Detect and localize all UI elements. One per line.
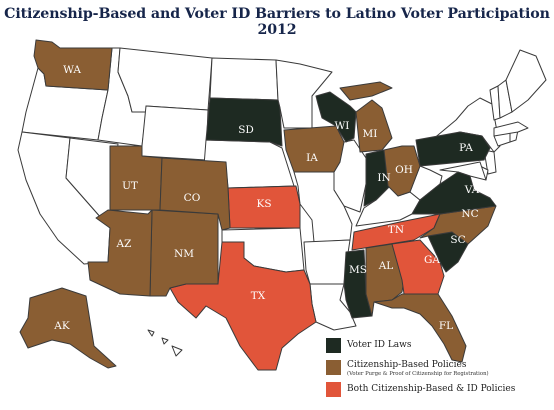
legend-label-voter-id: Voter ID Laws <box>347 340 412 350</box>
state-hi <box>147 329 183 357</box>
state-label-ia: IA <box>306 152 318 164</box>
state-label-sd: SD <box>238 124 254 136</box>
state-ms <box>343 249 373 319</box>
state-label-fl: FL <box>439 320 453 332</box>
state-nj <box>483 149 497 175</box>
state-nm <box>149 209 219 297</box>
legend-swatch-citizenship <box>326 360 341 375</box>
legend-label-both: Both Citizenship-Based & ID Policies <box>347 384 516 394</box>
state-label-nm: NM <box>174 248 194 260</box>
state-label-tx: TX <box>251 290 266 302</box>
map-title: Citizenship-Based and Voter ID Barriers … <box>4 6 550 38</box>
state-ar <box>303 239 351 285</box>
state-me <box>505 49 547 113</box>
legend-swatch-both <box>326 382 341 397</box>
state-ak <box>19 287 117 369</box>
state-label-co: CO <box>184 192 201 204</box>
state-ma <box>493 121 529 137</box>
state-mt <box>117 47 213 113</box>
state-nc <box>419 205 497 245</box>
state-mi <box>339 81 393 153</box>
state-label-pa: PA <box>459 142 473 154</box>
state-label-sc: SC <box>450 234 465 246</box>
state-label-wa: WA <box>63 64 81 76</box>
state-label-wi: WI <box>335 120 350 132</box>
state-label-oh: OH <box>395 164 413 176</box>
state-va <box>411 171 497 215</box>
state-wa <box>33 39 113 91</box>
state-co <box>159 157 231 231</box>
state-wi <box>315 91 357 143</box>
state-wy <box>141 105 209 161</box>
state-label-ks: KS <box>256 198 271 210</box>
state-label-az: AZ <box>116 238 132 250</box>
state-label-in: IN <box>377 172 390 184</box>
state-label-mi: MI <box>363 128 378 140</box>
state-pa <box>415 131 491 167</box>
state-ia <box>283 125 345 173</box>
state-label-nc: NC <box>461 208 478 220</box>
legend-swatch-voter-id <box>326 338 341 353</box>
state-label-ms: MS <box>349 264 367 276</box>
state-md <box>439 161 487 181</box>
state-nd <box>209 57 279 101</box>
state-fl <box>373 293 467 363</box>
state-sd <box>205 97 283 147</box>
state-tx <box>169 241 317 371</box>
state-label-tn: TN <box>388 224 404 236</box>
legend-label-citizenship: Citizenship-Based Policies <box>347 360 467 370</box>
state-label-ut: UT <box>122 180 138 192</box>
legend-sublabel-citizenship: (Voter Purge & Proof of Citizenship for … <box>347 371 489 377</box>
state-ga <box>391 239 445 295</box>
state-oh <box>383 145 421 197</box>
state-label-ga: GA <box>424 254 440 266</box>
state-label-ak: AK <box>53 320 70 332</box>
state-label-va: VA <box>464 184 480 196</box>
state-label-al: AL <box>378 260 394 272</box>
state-az <box>87 209 153 297</box>
